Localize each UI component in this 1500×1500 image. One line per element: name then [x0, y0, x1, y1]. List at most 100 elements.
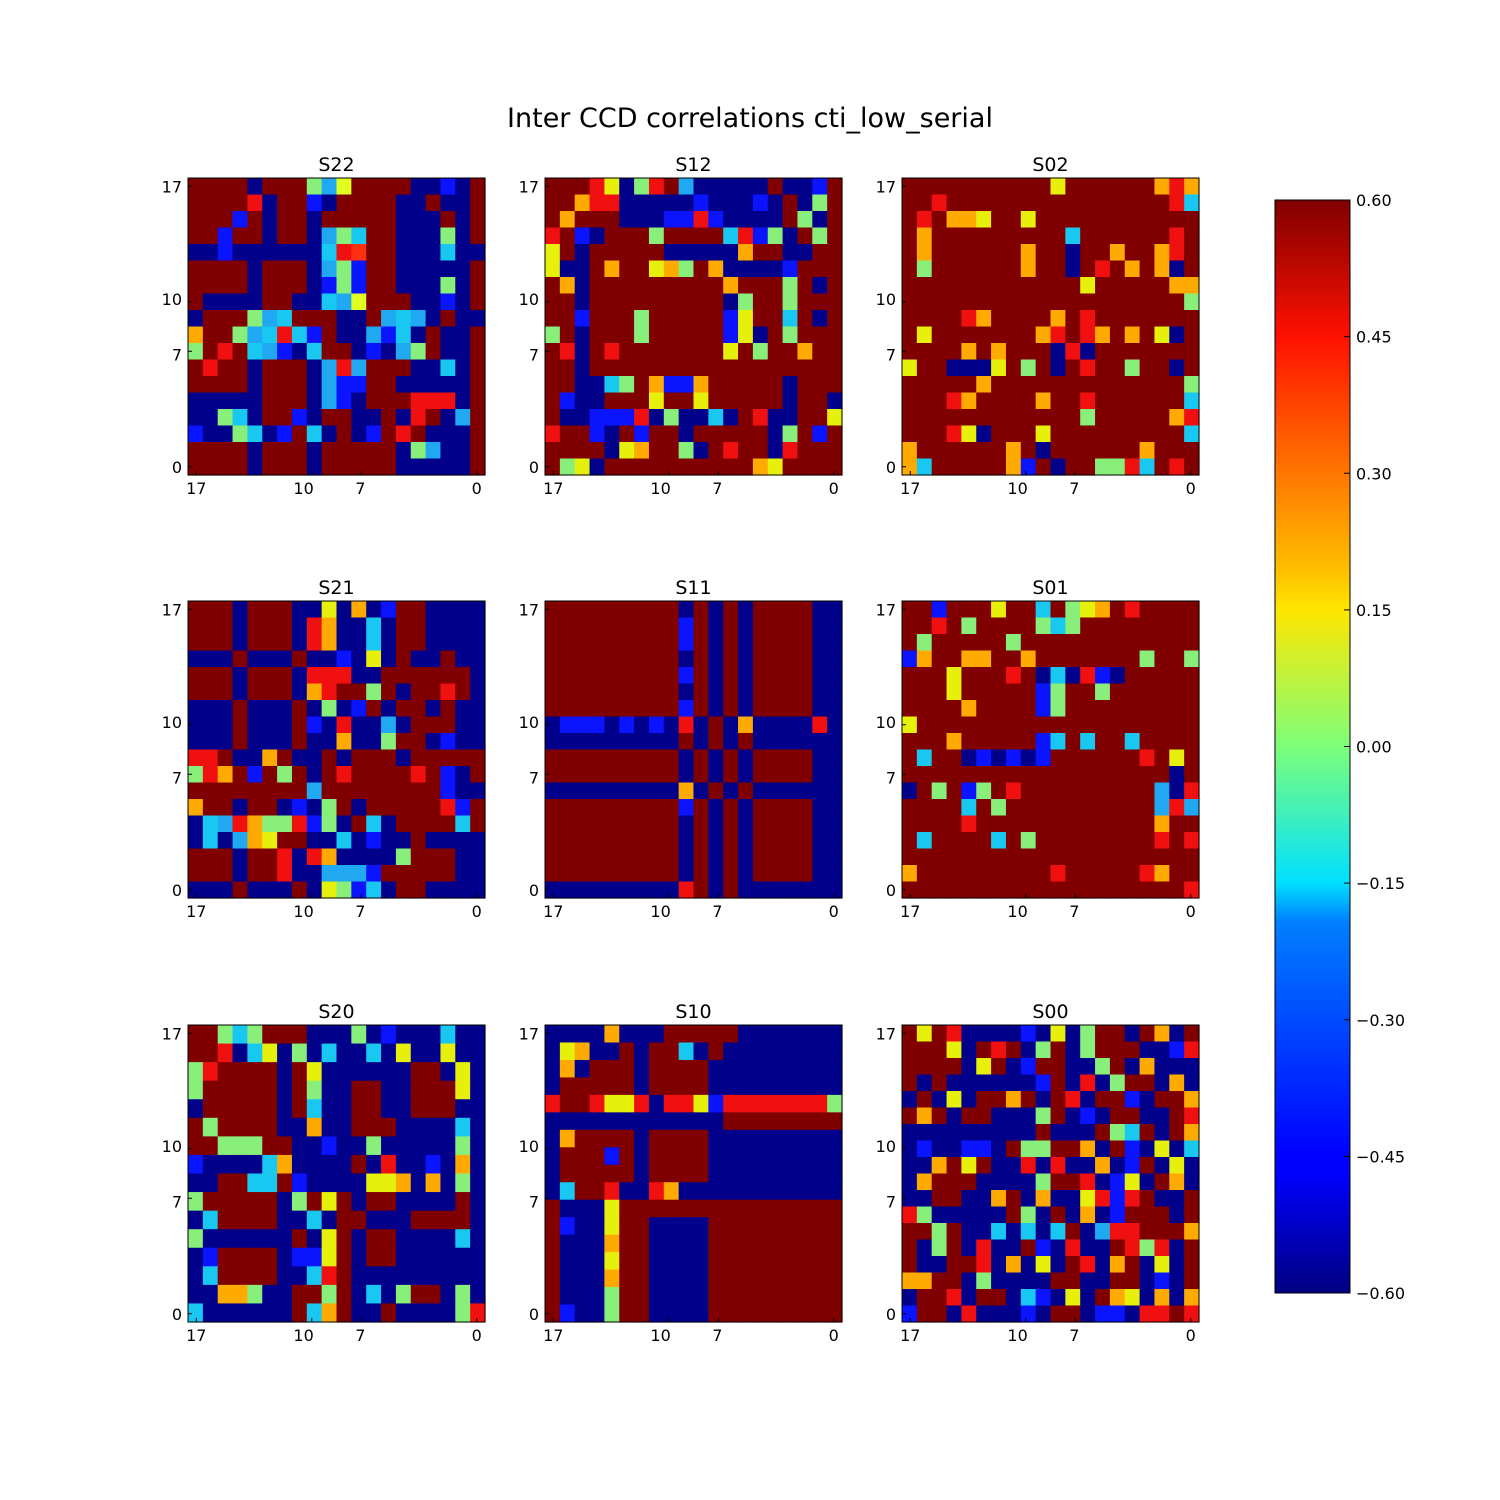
heatmap-cell — [1184, 442, 1200, 460]
heatmap-cell — [1139, 211, 1156, 229]
heatmap-cell — [262, 194, 278, 212]
heatmap-cell — [217, 260, 234, 278]
heatmap-cell — [410, 617, 427, 635]
heatmap-cell — [693, 326, 709, 344]
heatmap-cell — [574, 1042, 591, 1061]
heatmap-cell — [262, 425, 278, 443]
heatmap-cell — [455, 1117, 471, 1137]
heatmap-cell — [351, 178, 367, 196]
heatmap-cell — [1035, 343, 1052, 361]
x-tick-label: 0 — [472, 479, 482, 498]
heatmap-cell — [946, 1025, 962, 1043]
heatmap-cell — [648, 1025, 665, 1044]
heatmap-cell — [946, 700, 962, 718]
heatmap-cell — [277, 211, 293, 229]
heatmap-cell — [202, 716, 219, 734]
heatmap-cell — [693, 1094, 709, 1113]
heatmap-cell — [619, 1199, 635, 1218]
heatmap-cell — [410, 1099, 427, 1119]
heatmap-cell — [470, 667, 486, 685]
heatmap-cell — [961, 376, 977, 394]
heatmap-cell — [1139, 293, 1156, 311]
heatmap-cell — [232, 865, 248, 883]
heatmap-cell — [1095, 815, 1111, 833]
heatmap-cell — [648, 650, 665, 668]
heatmap-cell — [797, 634, 813, 652]
heatmap-cell — [648, 1164, 665, 1183]
heatmap-cell — [693, 766, 709, 784]
heatmap-cell — [1020, 293, 1037, 311]
heatmap-cell — [1020, 194, 1037, 212]
heatmap-cell — [1005, 178, 1022, 196]
heatmap-cell — [752, 782, 769, 800]
heatmap-cell — [634, 1252, 650, 1271]
heatmap-cell — [366, 832, 382, 850]
heatmap-cell — [291, 667, 308, 685]
heatmap-cell — [946, 1173, 962, 1191]
heatmap-cell — [336, 1247, 352, 1267]
heatmap-cell — [1080, 832, 1096, 850]
heatmap-cell — [217, 1266, 234, 1286]
heatmap-cell — [574, 1164, 591, 1183]
heatmap-cell — [425, 782, 442, 800]
heatmap-cell — [1065, 1223, 1081, 1241]
heatmap-cell — [604, 260, 620, 278]
heatmap-cell — [1184, 848, 1200, 866]
heatmap-cell — [902, 1289, 918, 1307]
heatmap-cell — [782, 425, 799, 443]
heatmap-cell — [247, 601, 263, 619]
heatmap-cell — [1080, 1107, 1096, 1125]
heatmap-cell — [931, 1124, 948, 1142]
heatmap-cell — [1139, 194, 1156, 212]
heatmap-cell — [693, 733, 709, 751]
heatmap-cell — [1080, 766, 1096, 784]
heatmap-cell — [291, 1284, 308, 1305]
heatmap-cell — [1109, 1305, 1126, 1323]
heatmap-cell — [1124, 260, 1141, 278]
x-tick-label: 17 — [186, 902, 206, 921]
heatmap-cell — [916, 1025, 933, 1043]
heatmap-cell — [574, 650, 591, 668]
heatmap-cell — [1050, 458, 1066, 476]
heatmap-cell — [619, 194, 635, 212]
heatmap-cell — [648, 601, 665, 619]
heatmap-cell — [678, 1077, 695, 1096]
heatmap-cell — [902, 832, 918, 850]
heatmap-cell — [752, 667, 769, 685]
heatmap-cell — [634, 865, 650, 883]
heatmap-cell — [1184, 1074, 1200, 1092]
heatmap-cell — [604, 881, 620, 899]
heatmap-cell — [752, 1164, 769, 1183]
heatmap-cell — [619, 442, 635, 460]
heatmap-cell — [1050, 1157, 1066, 1175]
heatmap-cell — [1005, 782, 1022, 800]
heatmap-cell — [1035, 260, 1052, 278]
heatmap-cell — [202, 376, 219, 394]
heatmap-cell — [619, 848, 635, 866]
heatmap-cell — [619, 1147, 635, 1166]
heatmap-cell — [752, 392, 769, 410]
heatmap-cell — [306, 683, 323, 701]
heatmap-cell — [678, 782, 695, 800]
heatmap-cell — [381, 409, 397, 427]
heatmap-cell — [232, 1284, 248, 1305]
heatmap-cell — [455, 343, 471, 361]
heatmap-cell — [916, 766, 933, 784]
heatmap-cell — [202, 1173, 219, 1193]
heatmap-cell — [1169, 326, 1185, 344]
heatmap-cell — [291, 442, 308, 460]
heatmap-cell — [395, 733, 412, 751]
heatmap-cell — [1065, 733, 1081, 751]
heatmap-cell — [559, 277, 576, 295]
heatmap-cell — [410, 667, 427, 685]
heatmap-cell — [991, 1140, 1007, 1158]
heatmap-cell — [976, 749, 992, 767]
heatmap-cell — [648, 293, 665, 311]
heatmap-cell — [1184, 881, 1200, 899]
heatmap-cell — [351, 617, 367, 635]
heatmap-cell — [306, 848, 323, 866]
heatmap-cell — [395, 865, 412, 883]
heatmap-cell — [678, 683, 695, 701]
heatmap-cell — [782, 683, 799, 701]
heatmap-cell — [470, 683, 486, 701]
